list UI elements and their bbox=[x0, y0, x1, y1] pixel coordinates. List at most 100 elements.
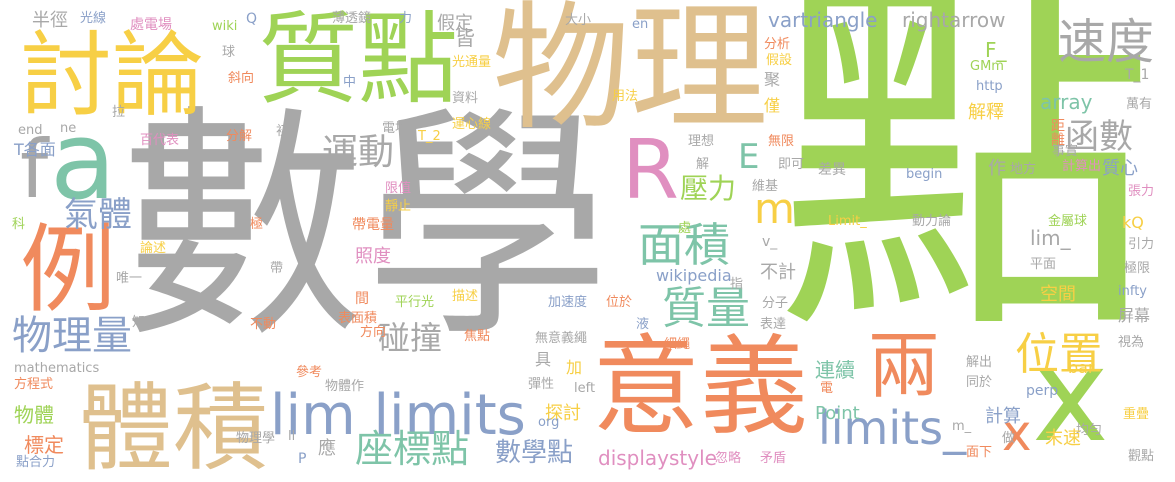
word-guandian: 觀點 bbox=[1128, 449, 1155, 464]
word-left: left bbox=[574, 381, 596, 396]
word-chu: 處 bbox=[678, 221, 692, 236]
word-lunshu: 論述 bbox=[140, 241, 167, 256]
word-jiechu: 解出 bbox=[966, 355, 993, 370]
word-qiu: 球 bbox=[222, 45, 236, 60]
word-lim-limits: lim limits bbox=[270, 383, 526, 448]
word-chu-init: 初 bbox=[276, 124, 290, 139]
word-zhixin: 質心 bbox=[1102, 158, 1138, 179]
word-jie: 皆 bbox=[455, 26, 475, 50]
word-biaoda: 表達 bbox=[760, 317, 787, 332]
word-jiading: 假定 bbox=[437, 13, 473, 34]
word-array: array bbox=[1040, 90, 1093, 114]
word-weiyu: 位於 bbox=[606, 295, 633, 310]
word-xiexiang: 斜向 bbox=[228, 71, 255, 86]
word-fenzi: 分子 bbox=[762, 296, 789, 311]
word-R: R bbox=[622, 123, 679, 218]
word-limits-under: limits_ bbox=[818, 401, 967, 455]
word-point: Point bbox=[815, 403, 860, 424]
word-fangxiang: 方向 bbox=[360, 325, 387, 340]
word-shiwei: 視為 bbox=[1118, 335, 1145, 350]
word-daxiao: 大小 bbox=[565, 13, 592, 28]
word-wuliliang: 物理量 bbox=[12, 313, 132, 359]
word-weiji: 維基 bbox=[752, 179, 779, 194]
word-GMm: GMm bbox=[970, 59, 1004, 74]
word-yunxinxian: 運心線 bbox=[452, 117, 492, 132]
word-tiji: 體積 bbox=[78, 374, 269, 482]
word-mianxia: 面下 bbox=[966, 445, 993, 460]
word-tantao: 探討 bbox=[545, 403, 581, 424]
word-zuo: 做 bbox=[1002, 431, 1016, 446]
word-wutizuo: 物體作 bbox=[325, 379, 365, 394]
word-fenjie: 分解 bbox=[226, 129, 253, 144]
word-wanyou: 萬有 bbox=[1126, 97, 1153, 112]
word-zuobiaodian: 座標點 bbox=[355, 427, 470, 471]
word-difang: 地方 bbox=[1010, 162, 1037, 177]
word-tongyu: 同於 bbox=[966, 375, 993, 390]
word-mosu: 末速 bbox=[1045, 428, 1081, 449]
word-biaomianji: 表面積 bbox=[338, 311, 378, 326]
word-zhaodu: 照度 bbox=[355, 246, 391, 267]
word-jin: 僅 bbox=[764, 96, 781, 115]
word-liang: 兩 bbox=[868, 324, 941, 408]
word-limit-under: Limit_ bbox=[828, 214, 867, 229]
word-xisheng: 細繩 bbox=[664, 337, 691, 352]
word-kQ: kQ bbox=[1122, 213, 1144, 232]
word-infty: infty bbox=[1118, 284, 1147, 299]
word-tgemian: T各面 bbox=[14, 140, 56, 159]
word-jiasudu: 加速度 bbox=[548, 295, 588, 310]
word-wuxian: 無限 bbox=[768, 134, 795, 149]
word-vartriangle: vartriangle bbox=[768, 8, 878, 32]
word-jia: 加 bbox=[566, 358, 583, 377]
word-shuxuedian: 數學點 bbox=[495, 438, 574, 468]
word-jike: 即可 bbox=[778, 157, 805, 172]
word-weiyi: 唯一 bbox=[116, 271, 143, 286]
word-ye: 液 bbox=[636, 317, 650, 332]
word-banjing: 半徑 bbox=[32, 10, 68, 31]
word-budong: 不動 bbox=[250, 317, 277, 332]
word-zuo-act: 作 bbox=[988, 158, 1006, 179]
word-jian: 間 bbox=[355, 291, 369, 307]
word-mathematics: mathematics bbox=[14, 361, 100, 376]
word-shishi: 事實 bbox=[1052, 144, 1079, 159]
word-dianchang: 電場 bbox=[382, 121, 409, 136]
word-http: http bbox=[976, 79, 1003, 94]
word-yundong: 運動 bbox=[322, 132, 395, 173]
word-yiyi: 意義 bbox=[592, 325, 809, 450]
word-hulue: 忽略 bbox=[715, 451, 742, 466]
word-ziliao: 資料 bbox=[452, 91, 479, 106]
word-daidianliang: 帶電量 bbox=[352, 217, 394, 233]
word-weizhi: 位置 bbox=[1015, 329, 1103, 380]
word-ll: ll bbox=[288, 429, 296, 444]
word-dian: 點 bbox=[775, 0, 1155, 381]
word-jisuan: 計算 bbox=[985, 406, 1021, 427]
word-diancheli: 點合力 bbox=[16, 455, 56, 470]
word-jixian: 極限 bbox=[1124, 261, 1151, 276]
word-zhi-know: 知 bbox=[132, 315, 146, 330]
word-chongdie: 重疊 bbox=[1123, 407, 1150, 422]
word-displaystyle: displaystyle bbox=[598, 446, 717, 470]
word-m-under: m_ bbox=[952, 419, 972, 434]
word-jisuanchu: 計算出 bbox=[1062, 159, 1102, 174]
word-ying: 應 bbox=[318, 438, 336, 459]
word-juli: 距離 bbox=[1049, 118, 1065, 146]
word-rightarrow: rightarrow bbox=[902, 8, 1006, 32]
word-ji: 極 bbox=[250, 217, 264, 232]
word-wikipedia: wikipedia bbox=[656, 266, 732, 285]
word-begin: begin bbox=[906, 167, 943, 182]
word-T1: T_1 bbox=[1125, 67, 1150, 83]
word-zhi-point: 指 bbox=[730, 277, 744, 292]
word-jingzhi: 靜止 bbox=[385, 199, 412, 214]
word-junyun: 均勻 bbox=[1076, 423, 1103, 438]
word-xianzhi: 限值 bbox=[385, 181, 412, 196]
word-wuyiyisheng: 無意義繩 bbox=[535, 331, 588, 346]
word-f: f bbox=[20, 123, 49, 216]
word-E: E bbox=[738, 137, 760, 177]
word-jinshuqiu: 金屬球 bbox=[1048, 214, 1088, 229]
word-m: m bbox=[754, 184, 795, 233]
word-chayi: 差異 bbox=[818, 162, 846, 178]
word-zhidian: 質點 bbox=[258, 1, 458, 118]
word-Q: Q bbox=[246, 11, 258, 27]
word-kongjian: 空間 bbox=[1040, 284, 1076, 305]
word-shuxue: 數學 bbox=[120, 85, 610, 370]
